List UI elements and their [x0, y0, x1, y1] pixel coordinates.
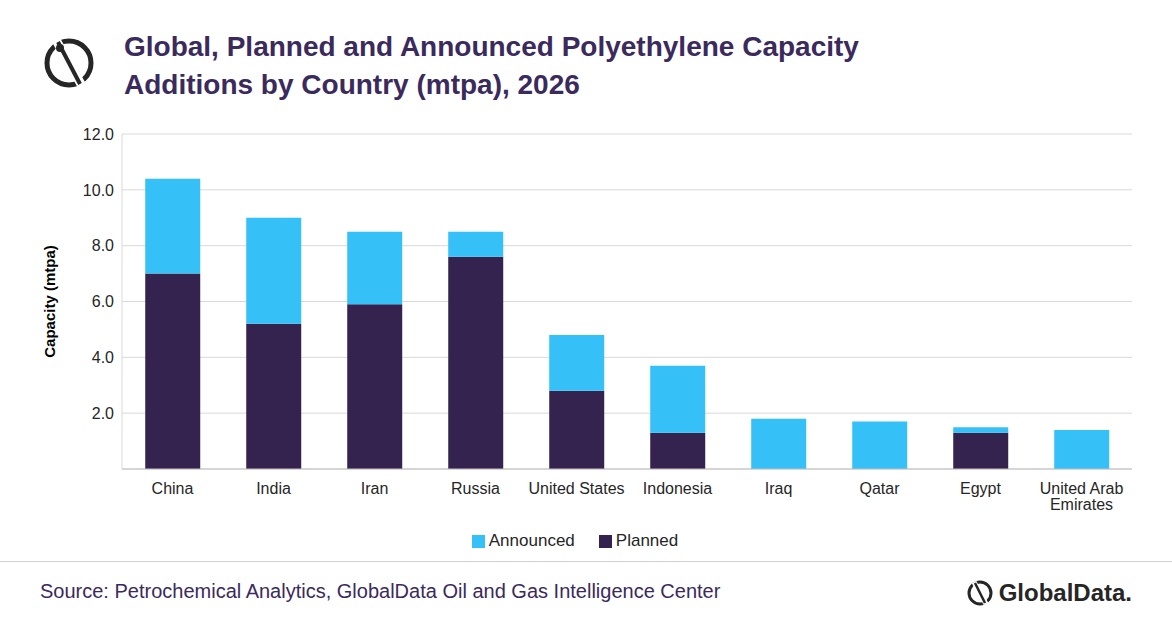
svg-text:Russia: Russia: [451, 480, 500, 497]
svg-text:Iraq: Iraq: [765, 480, 793, 497]
svg-text:Capacity (mtpa): Capacity (mtpa): [41, 245, 58, 358]
svg-text:2.0: 2.0: [92, 405, 114, 422]
svg-text:United States: United States: [528, 480, 624, 497]
svg-text:India: India: [256, 480, 291, 497]
svg-text:8.0: 8.0: [92, 237, 114, 254]
html-text:GlobalData.: GlobalData.: [998, 579, 1132, 606]
svg-text:12.0: 12.0: [83, 126, 114, 143]
svg-text:Indonesia: Indonesia: [643, 480, 712, 497]
svg-text:6.0: 6.0: [92, 293, 114, 310]
svg-text:10.0: 10.0: [83, 182, 114, 199]
svg-text:China: China: [152, 480, 194, 497]
svg-text:4.0: 4.0: [92, 349, 114, 366]
html-text:Announced: Announced: [488, 531, 575, 550]
svg-text:Egypt: Egypt: [960, 480, 1001, 497]
html-text:Global, Planned and Announced: Global, Planned and Announced Polyethyle…: [124, 31, 859, 100]
svg-text:Qatar: Qatar: [859, 480, 900, 497]
html-text:Planned: Planned: [615, 531, 679, 550]
html-text:Source: Petrochemical Analytic: Source: Petrochemical Analytics, GlobalD…: [40, 580, 721, 602]
svg-text:Iran: Iran: [361, 480, 389, 497]
svg-text:United ArabEmirates: United ArabEmirates: [1040, 480, 1124, 513]
